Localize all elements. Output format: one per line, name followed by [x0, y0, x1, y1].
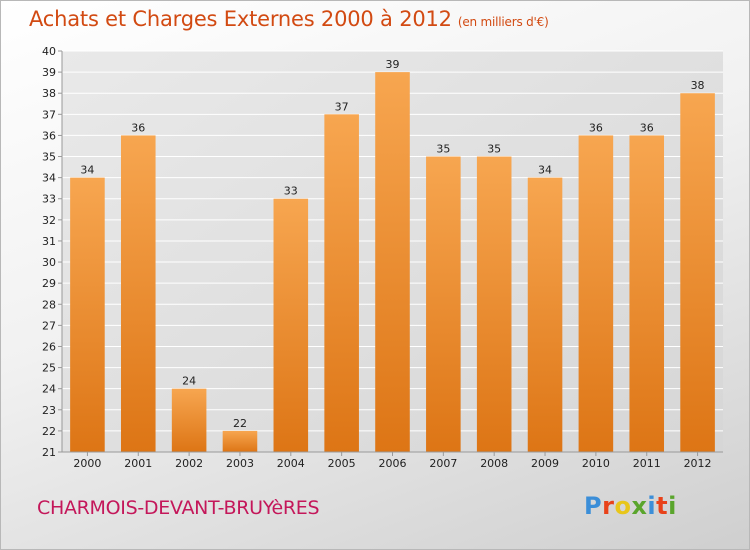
x-tick-label: 2010: [582, 457, 610, 470]
bar: [476, 156, 512, 453]
y-tick-label: 32: [42, 214, 56, 227]
bar: [527, 177, 563, 452]
y-tick-label: 38: [42, 87, 56, 100]
bar: [222, 430, 258, 452]
y-tick-label: 24: [42, 383, 56, 396]
bar: [680, 93, 715, 453]
axes: 21 22 23 24 25 26 27 28 29 30 31 32 33 34 35 36 37 38 39 40…: [42, 45, 723, 470]
data-label: 35: [487, 143, 501, 156]
x-tick-label: 2000: [73, 457, 101, 470]
x-tick-label: 2001: [124, 457, 152, 470]
y-tick-label: 33: [42, 193, 56, 206]
y-tick-label: 40: [42, 45, 56, 58]
bar: [426, 156, 461, 453]
x-tick-label: 2011: [633, 457, 661, 470]
y-tick-label: 28: [42, 298, 56, 311]
data-label: 36: [640, 121, 654, 134]
logo-letter: i: [647, 492, 657, 520]
y-tick-label: 27: [42, 319, 56, 332]
chart-subtitle: (en milliers d'€): [457, 15, 549, 29]
data-label: 22: [233, 417, 247, 430]
commune-name: CHARMOIS-DEVANT-BRUYèRES: [37, 497, 320, 519]
bar: [171, 388, 207, 452]
y-tick-label: 29: [42, 277, 56, 290]
x-tick-label: 2002: [175, 457, 203, 470]
logo-letter: i: [668, 492, 677, 520]
y-tick-label: 23: [42, 404, 56, 417]
y-tick-label: 34: [42, 172, 56, 185]
y-tick-label: 25: [42, 362, 56, 375]
y-tick-label: 31: [42, 235, 56, 248]
y-tick-label: 37: [42, 108, 56, 121]
x-tick-label: 2009: [531, 457, 559, 470]
y-tick-label: 39: [42, 66, 56, 79]
data-label: 37: [335, 100, 349, 113]
logo-letter: o: [614, 492, 632, 520]
title-text: Achats et Charges Externes 2000 à 2012: [29, 7, 452, 31]
logo-letter: r: [602, 492, 615, 520]
bar: [273, 198, 309, 452]
proxiti-logo: Proxiti: [584, 492, 677, 520]
data-label: 24: [182, 375, 196, 388]
y-tick-label: 22: [42, 425, 56, 438]
y-tick-label: 30: [42, 256, 56, 269]
x-tick-label: 2006: [379, 457, 407, 470]
y-tick-label: 21: [42, 446, 56, 459]
data-label: 34: [80, 164, 94, 177]
logo-letter: x: [631, 492, 648, 520]
y-tick-label: 35: [42, 151, 56, 164]
data-label: 36: [131, 121, 145, 134]
logo-letter: P: [584, 492, 603, 520]
y-tick-label: 26: [42, 340, 56, 353]
logo-letter: t: [656, 492, 669, 520]
bar: [578, 135, 614, 452]
bar: [324, 114, 359, 452]
data-label: 35: [436, 143, 450, 156]
y-tick-label: 36: [42, 129, 56, 142]
x-tick-label: 2012: [684, 457, 712, 470]
x-tick-label: 2004: [277, 457, 305, 470]
bars: 34 36 24 22 33 37 39 35 35 34 36 36 38: [70, 58, 715, 453]
x-tick-label: 2008: [480, 457, 508, 470]
data-label: 33: [284, 185, 298, 198]
data-label: 39: [386, 58, 400, 71]
x-tick-label: 2005: [328, 457, 356, 470]
bar: [629, 135, 665, 452]
data-label: 36: [589, 121, 603, 134]
x-tick-label: 2003: [226, 457, 254, 470]
bar: [70, 177, 105, 452]
chart-title: Achats et Charges Externes 2000 à 2012 (e…: [29, 7, 549, 31]
bar: [120, 135, 156, 452]
x-tick-label: 2007: [429, 457, 457, 470]
data-label: 38: [691, 79, 705, 92]
data-label: 34: [538, 164, 552, 177]
bar: [375, 72, 410, 453]
